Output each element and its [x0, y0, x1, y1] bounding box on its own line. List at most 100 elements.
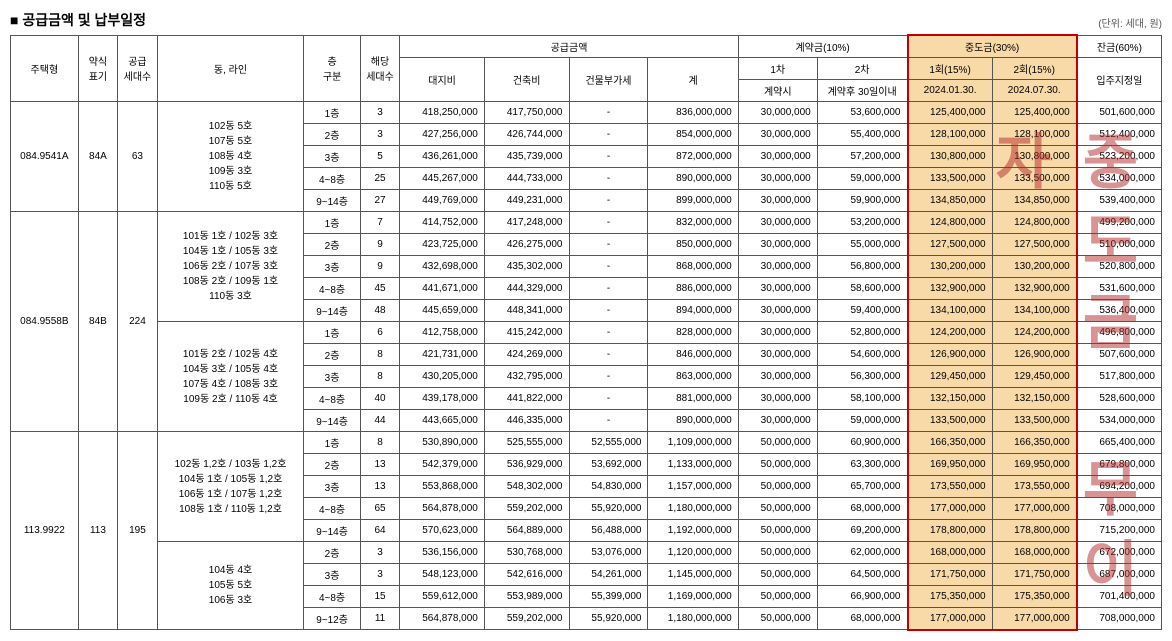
- cell-balance: 528,600,000: [1077, 388, 1162, 410]
- cell-floor: 4~8층: [304, 586, 360, 608]
- cell-abbrev: 113: [78, 432, 117, 630]
- cell-i2: 173,550,000: [992, 476, 1077, 498]
- cell-balance: 708,000,000: [1077, 498, 1162, 520]
- table-row: 104동 4호 105동 5호 106동 3호2층3536,156,000530…: [11, 542, 1162, 564]
- cell-floor: 9~14층: [304, 520, 360, 542]
- unit-label: (단위: 세대, 원): [1098, 15, 1162, 30]
- cell-land: 530,890,000: [400, 432, 485, 454]
- cell-balance: 687,000,000: [1077, 564, 1162, 586]
- cell-balance: 510,000,000: [1077, 234, 1162, 256]
- cell-row-units: 25: [360, 168, 399, 190]
- cell-total: 1,133,000,000: [648, 454, 738, 476]
- cell-land: 564,878,000: [400, 608, 485, 630]
- cell-total: 899,000,000: [648, 190, 738, 212]
- cell-land: 548,123,000: [400, 564, 485, 586]
- cell-dong: 102동 1,2호 / 103동 1,2호 104동 1호 / 105동 1,2…: [157, 432, 304, 542]
- cell-vat: 55,399,000: [569, 586, 648, 608]
- cell-i1: 134,850,000: [908, 190, 993, 212]
- cell-i2: 134,100,000: [992, 300, 1077, 322]
- cell-i2: 125,400,000: [992, 102, 1077, 124]
- cell-abbrev: 84B: [78, 212, 117, 432]
- cell-land: 414,752,000: [400, 212, 485, 234]
- cell-total: 1,180,000,000: [648, 608, 738, 630]
- cell-c1: 50,000,000: [738, 564, 817, 586]
- cell-total: 872,000,000: [648, 146, 738, 168]
- cell-row-units: 5: [360, 146, 399, 168]
- cell-floor: 2층: [304, 542, 360, 564]
- cell-i1: 168,000,000: [908, 542, 993, 564]
- cell-row-units: 27: [360, 190, 399, 212]
- cell-c2: 64,500,000: [817, 564, 907, 586]
- cell-floor: 2층: [304, 234, 360, 256]
- cell-c2: 53,200,000: [817, 212, 907, 234]
- cell-balance: 499,200,000: [1077, 212, 1162, 234]
- cell-c1: 50,000,000: [738, 432, 817, 454]
- cell-build: 417,248,000: [484, 212, 569, 234]
- cell-balance: 701,400,000: [1077, 586, 1162, 608]
- cell-i1: 166,350,000: [908, 432, 993, 454]
- th-dong-units: 해당 세대수: [360, 35, 399, 102]
- cell-i2: 133,500,000: [992, 168, 1077, 190]
- cell-row-units: 64: [360, 520, 399, 542]
- cell-floor: 3층: [304, 146, 360, 168]
- cell-balance: 534,000,000: [1077, 410, 1162, 432]
- cell-c1: 50,000,000: [738, 476, 817, 498]
- cell-balance: 679,800,000: [1077, 454, 1162, 476]
- cell-build: 449,231,000: [484, 190, 569, 212]
- cell-i2: 134,850,000: [992, 190, 1077, 212]
- cell-i1: 133,500,000: [908, 410, 993, 432]
- cell-land: 536,156,000: [400, 542, 485, 564]
- cell-total: 836,000,000: [648, 102, 738, 124]
- cell-c2: 57,200,000: [817, 146, 907, 168]
- cell-i2: 130,200,000: [992, 256, 1077, 278]
- cell-balance: 512,400,000: [1077, 124, 1162, 146]
- cell-build: 553,989,000: [484, 586, 569, 608]
- cell-row-units: 44: [360, 410, 399, 432]
- cell-total: 868,000,000: [648, 256, 738, 278]
- cell-land: 418,250,000: [400, 102, 485, 124]
- cell-build: 542,616,000: [484, 564, 569, 586]
- cell-vat: 55,920,000: [569, 608, 648, 630]
- cell-i1: 169,950,000: [908, 454, 993, 476]
- page-title: ■ 공급금액 및 납부일정: [10, 10, 146, 30]
- cell-c1: 30,000,000: [738, 300, 817, 322]
- cell-row-units: 45: [360, 278, 399, 300]
- page-container: ■ 공급금액 및 납부일정 (단위: 세대, 원) 주택형 약식 표기 공급 세…: [10, 10, 1162, 631]
- cell-build: 435,302,000: [484, 256, 569, 278]
- th-c1-sub: 계약시: [738, 80, 817, 102]
- cell-units: 63: [118, 102, 157, 212]
- cell-c2: 69,200,000: [817, 520, 907, 542]
- cell-floor: 9~12층: [304, 608, 360, 630]
- cell-total: 863,000,000: [648, 366, 738, 388]
- cell-row-units: 3: [360, 542, 399, 564]
- cell-total: 881,000,000: [648, 388, 738, 410]
- cell-c1: 50,000,000: [738, 520, 817, 542]
- cell-c1: 30,000,000: [738, 388, 817, 410]
- cell-row-units: 8: [360, 366, 399, 388]
- cell-balance: 694,200,000: [1077, 476, 1162, 498]
- cell-land: 559,612,000: [400, 586, 485, 608]
- cell-i1: 175,350,000: [908, 586, 993, 608]
- cell-row-units: 40: [360, 388, 399, 410]
- table-head: 주택형 약식 표기 공급 세대수 동, 라인 층 구분 해당 세대수 공급금액 …: [11, 35, 1162, 102]
- cell-land: 449,769,000: [400, 190, 485, 212]
- cell-c1: 30,000,000: [738, 278, 817, 300]
- th-i2: 2회(15%): [992, 58, 1077, 80]
- cell-balance: 672,000,000: [1077, 542, 1162, 564]
- cell-c1: 50,000,000: [738, 608, 817, 630]
- cell-balance: 520,800,000: [1077, 256, 1162, 278]
- cell-i2: 166,350,000: [992, 432, 1077, 454]
- cell-row-units: 7: [360, 212, 399, 234]
- cell-floor: 3층: [304, 256, 360, 278]
- cell-vat: -: [569, 234, 648, 256]
- cell-total: 1,192,000,000: [648, 520, 738, 542]
- cell-i1: 124,800,000: [908, 212, 993, 234]
- table-row: 101동 2호 / 102동 4호 104동 3호 / 105동 4호 107동…: [11, 322, 1162, 344]
- th-i1-date: 2024.01.30.: [908, 80, 993, 102]
- cell-total: 1,169,000,000: [648, 586, 738, 608]
- cell-row-units: 13: [360, 454, 399, 476]
- cell-i2: 130,800,000: [992, 146, 1077, 168]
- cell-balance: 708,000,000: [1077, 608, 1162, 630]
- cell-vat: 54,830,000: [569, 476, 648, 498]
- cell-total: 850,000,000: [648, 234, 738, 256]
